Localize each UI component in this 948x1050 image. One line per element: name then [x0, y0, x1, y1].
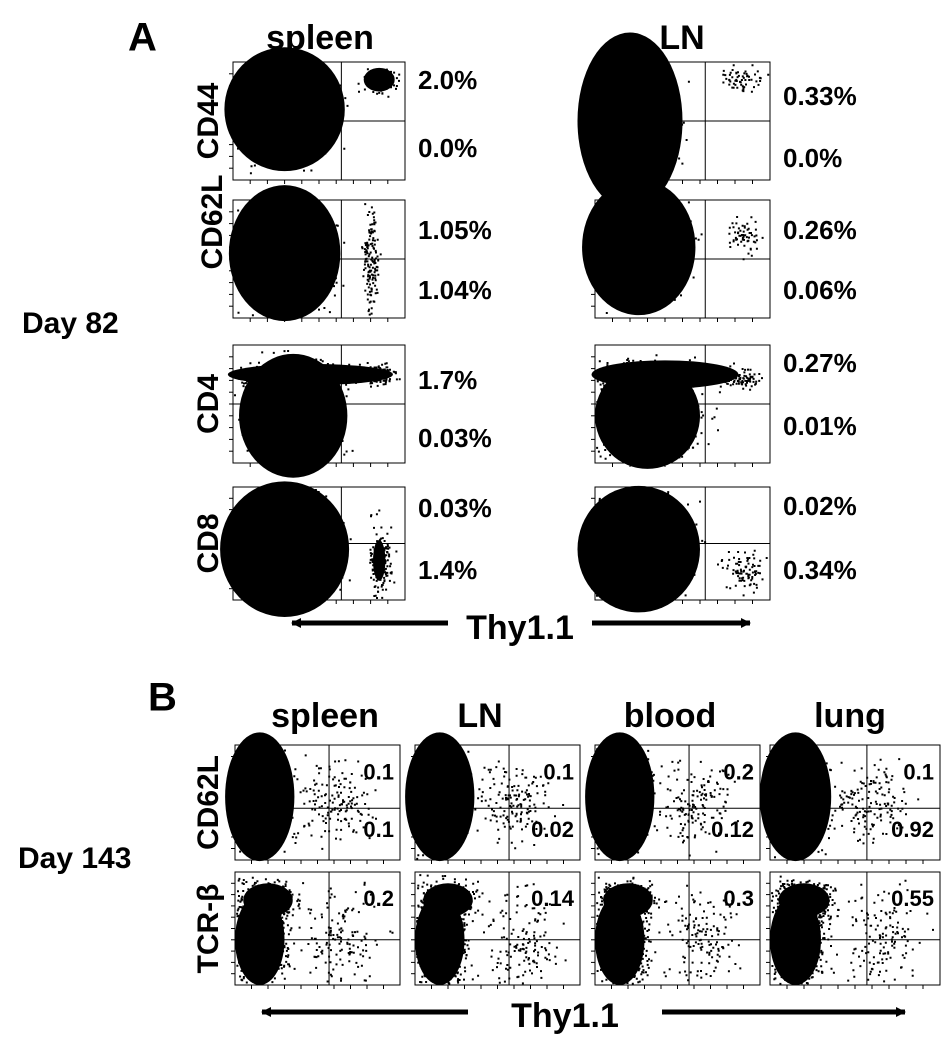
quadrant-percent: 0.03% — [418, 493, 492, 523]
column-label: blood — [624, 697, 717, 735]
population — [405, 732, 475, 862]
panel-label: B — [148, 676, 177, 720]
column-label: lung — [814, 697, 886, 735]
quadrant-percent: 0.26% — [783, 215, 857, 245]
events — [416, 746, 565, 860]
events — [236, 876, 394, 985]
events — [234, 63, 401, 175]
row-label: CD44 — [192, 82, 225, 159]
dot-plot — [582, 179, 771, 322]
population — [577, 485, 700, 613]
row-label: CD8 — [192, 513, 225, 573]
dot-plot — [220, 481, 406, 617]
events — [596, 354, 763, 462]
quadrant-percent: 0.27% — [783, 348, 857, 378]
group-label: Day 143 — [18, 842, 131, 875]
axis-label: Thy1.1 — [511, 997, 619, 1035]
events — [771, 746, 920, 859]
dot-plot — [224, 47, 406, 184]
events — [596, 201, 764, 314]
quadrant-value: 0.2 — [723, 760, 754, 785]
dot-plot — [411, 871, 581, 989]
dot-plot — [577, 32, 771, 210]
dot-plot — [591, 871, 761, 989]
quadrant-percent: 0.03% — [418, 423, 492, 453]
quadrant-value: 0.3 — [723, 886, 754, 911]
quadrant-value: 0.92 — [891, 817, 934, 842]
dot-plot — [759, 732, 941, 864]
quadrant-value: 0.1 — [903, 760, 934, 785]
quadrant-value: 0.55 — [891, 886, 934, 911]
quadrant-value: 0.02 — [531, 817, 574, 842]
events — [771, 875, 934, 985]
quadrant-value: 0.1 — [363, 760, 394, 785]
panel-label: A — [128, 16, 157, 60]
events — [416, 874, 567, 985]
events — [596, 63, 770, 180]
events — [236, 747, 377, 860]
quadrant-percent: 1.04% — [418, 275, 492, 305]
dot-plot — [577, 485, 771, 613]
column-label: spleen — [271, 697, 379, 735]
quadrant-percent: 0.34% — [783, 555, 857, 585]
quadrant-value: 0.1 — [543, 760, 574, 785]
events — [234, 489, 398, 599]
row-label: CD62L — [196, 174, 229, 269]
dot-plot — [228, 185, 406, 322]
quadrant-value: 0.1 — [363, 817, 394, 842]
dot-plot — [585, 732, 761, 864]
events — [596, 490, 768, 600]
events — [596, 746, 739, 857]
axis-label: Thy1.1 — [466, 609, 574, 647]
dot-plot — [231, 871, 401, 989]
quadrant-percent: 0.33% — [783, 81, 857, 111]
row-label: CD4 — [192, 374, 225, 434]
dot-plot — [227, 344, 406, 478]
quadrant-percent: 0.01% — [783, 411, 857, 441]
quadrant-value: 0.12 — [711, 817, 754, 842]
quadrant-percent: 0.02% — [783, 491, 857, 521]
group-label: Day 82 — [22, 307, 119, 340]
quadrant-percent: 1.7% — [418, 365, 477, 395]
quadrant-percent: 0.0% — [418, 133, 477, 163]
quadrant-value: 0.2 — [363, 886, 394, 911]
events — [234, 350, 401, 463]
quadrant-percent: 1.4% — [418, 555, 477, 585]
dot-plot — [766, 871, 941, 989]
column-label: LN — [457, 697, 502, 735]
events — [596, 876, 742, 985]
dot-plot — [405, 732, 581, 864]
row-label: TCR-β — [192, 884, 225, 974]
quadrant-value: 0.14 — [531, 886, 575, 911]
row-label: CD62L — [192, 755, 225, 850]
quadrant-percent: 0.0% — [783, 143, 842, 173]
quadrant-percent: 1.05% — [418, 215, 492, 245]
quadrant-percent: 0.06% — [783, 275, 857, 305]
dot-plot — [225, 732, 401, 864]
quadrant-percent: 2.0% — [418, 65, 477, 95]
column-label: LN — [659, 19, 704, 57]
dot-plot — [591, 344, 771, 469]
